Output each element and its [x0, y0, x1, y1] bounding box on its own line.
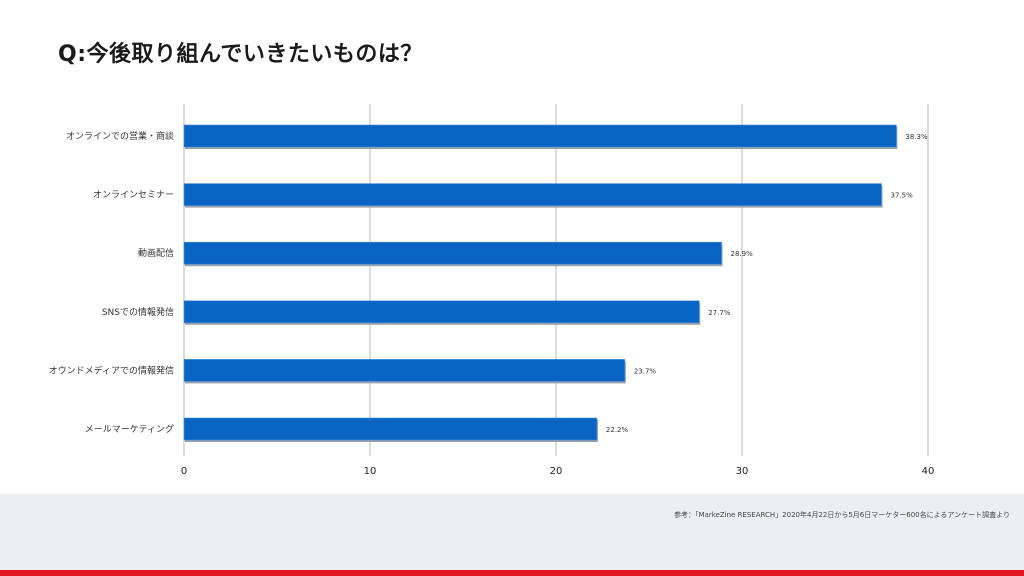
source-note: 参考：「MarkeZine RESEARCH」2020年4月22日から5月6日マ… — [674, 511, 1010, 519]
bar-1 — [183, 183, 882, 206]
bar-chart: オンラインでの営業・商談 38.3% オンラインセミナー 37.5% 動画配信 28.9%… — [49, 104, 935, 477]
bar-4 — [183, 359, 626, 382]
category-label-4: オウンドメディアでの情報発信 — [49, 364, 174, 376]
bar-2 — [183, 241, 722, 265]
chart-title: Q:今後取り組んでいきたいものは？ — [58, 42, 423, 67]
brand-strip — [0, 570, 1024, 576]
x-tick-label-2: 20 — [550, 466, 563, 477]
value-label-3: 27.7% — [708, 309, 731, 317]
bar-3 — [183, 300, 700, 324]
value-label-2: 28.9% — [731, 250, 754, 258]
x-tick-label-3: 30 — [736, 466, 749, 477]
category-label-2: 動画配信 — [138, 247, 174, 259]
value-label-5: 22.2% — [606, 426, 629, 434]
bar-5 — [183, 417, 598, 441]
category-label-5: メールマーケティング — [85, 423, 174, 435]
value-label-1: 37.5% — [891, 192, 914, 200]
x-tick-label-0: 0 — [181, 466, 187, 477]
value-label-4: 23.7% — [634, 367, 657, 375]
bar-0 — [183, 124, 897, 148]
category-label-1: オンラインセミナー — [93, 190, 174, 201]
footer-band: 参考：「MarkeZine RESEARCH」2020年4月22日から5月6日マ… — [0, 494, 1024, 570]
x-tick-label-1: 10 — [364, 466, 377, 477]
value-label-0: 38.3% — [905, 133, 928, 141]
category-label-3: SNSでの情報発信 — [102, 306, 174, 318]
x-tick-label-4: 40 — [922, 466, 935, 477]
category-label-0: オンラインでの営業・商談 — [66, 130, 174, 142]
